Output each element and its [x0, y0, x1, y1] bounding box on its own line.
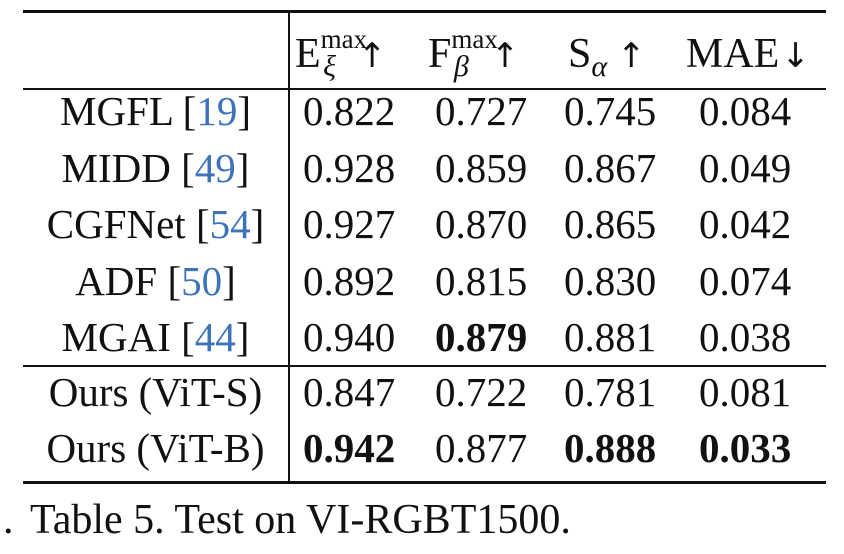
value-cell: 0.859 — [435, 145, 528, 191]
citation-link[interactable]: 44 — [194, 314, 236, 360]
value-cell: 0.940 — [303, 314, 396, 360]
method-cell: Ours (ViT-S) — [23, 364, 288, 420]
header-base: E — [295, 31, 321, 77]
value-cell: 0.881 — [564, 314, 657, 360]
header-base: F — [428, 31, 452, 77]
value-cell: 0.033 — [699, 425, 792, 471]
header-mae: MAE↓ — [686, 24, 810, 84]
header-f-beta-max: Fmaxβ ↑ — [428, 24, 519, 84]
value-cell: 0.888 — [564, 425, 657, 471]
value-cell: 0.038 — [699, 314, 792, 360]
table-top-rule — [23, 10, 826, 13]
value-cell: 0.049 — [699, 145, 792, 191]
table-bottom-rule — [23, 481, 826, 484]
citation-link[interactable]: 50 — [181, 258, 223, 304]
header-e-xi-max: Emaxξ ↑ — [295, 24, 387, 84]
value-cell: 0.815 — [435, 258, 528, 304]
header-base: MAE — [686, 31, 780, 77]
method-cell: Ours (ViT-B) — [23, 420, 288, 476]
table-row: ADF [50] 0.892 0.815 0.830 0.074 — [23, 253, 826, 309]
citation-link[interactable]: 49 — [194, 145, 236, 191]
value-cell: 0.084 — [699, 88, 792, 134]
method-name: CGFNet — [46, 201, 186, 247]
value-cell: 0.745 — [564, 88, 657, 134]
value-cell: 0.942 — [303, 425, 396, 471]
method-name: MIDD — [61, 145, 171, 191]
value-cell: 0.892 — [303, 258, 396, 304]
header-arrow: ↑ — [358, 36, 387, 76]
method-cell: CGFNet [54] — [46, 201, 265, 247]
value-cell: 0.042 — [699, 201, 792, 247]
table-vertical-rule — [288, 13, 290, 481]
header-sub: β — [453, 50, 469, 83]
value-cell: 0.928 — [303, 145, 396, 191]
value-cell: 0.081 — [699, 369, 792, 415]
value-cell: 0.781 — [564, 369, 657, 415]
header-arrow: ↑ — [617, 36, 646, 76]
header-sub: ξ — [323, 50, 337, 83]
method-cell: MGFL [19] — [60, 88, 251, 134]
header-arrow: ↑ — [490, 36, 520, 76]
table-row: Ours (ViT-S) 0.847 0.722 0.781 0.081 — [23, 364, 826, 420]
citation-link[interactable]: 54 — [209, 201, 251, 247]
method-cell: ADF [50] — [75, 258, 236, 304]
method-cell: MIDD [49] — [61, 145, 250, 191]
table-row: MIDD [49] 0.928 0.859 0.867 0.049 — [23, 140, 826, 196]
header-arrow: ↓ — [781, 36, 810, 76]
method-name: MGFL — [60, 88, 173, 134]
caption-bullet: . — [3, 497, 14, 543]
value-cell: 0.865 — [564, 201, 657, 247]
table-row: Ours (ViT-B) 0.942 0.877 0.888 0.033 — [23, 420, 826, 476]
value-cell: 0.879 — [435, 314, 528, 360]
table-group-rule — [23, 365, 826, 367]
header-sub: α — [591, 50, 608, 83]
value-cell: 0.847 — [303, 369, 396, 415]
header-base: S — [568, 31, 592, 77]
value-cell: 0.830 — [564, 258, 657, 304]
method-name: Ours (ViT-S) — [48, 369, 263, 415]
caption-text: Table 5. Test on VI-RGBT1500. — [30, 497, 571, 543]
method-name: ADF — [75, 258, 158, 304]
citation-link[interactable]: 19 — [196, 88, 238, 134]
header-sup: max — [451, 24, 498, 54]
header-sup: max — [320, 24, 368, 54]
method-name: MGAI — [61, 314, 171, 360]
value-cell: 0.877 — [435, 425, 528, 471]
value-cell: 0.867 — [564, 145, 657, 191]
method-cell: MGAI [44] — [61, 314, 250, 360]
value-cell: 0.727 — [435, 88, 528, 134]
table-row: MGFL [19] 0.822 0.727 0.745 0.084 — [23, 83, 826, 139]
value-cell: 0.074 — [699, 258, 792, 304]
table-row: MGAI [44] 0.940 0.879 0.881 0.038 — [23, 309, 826, 365]
table-row: CGFNet [54] 0.927 0.870 0.865 0.042 — [23, 196, 826, 252]
value-cell: 0.927 — [303, 201, 396, 247]
value-cell: 0.722 — [435, 369, 528, 415]
table-header-rule — [23, 88, 826, 90]
method-name: Ours (ViT-B) — [46, 425, 265, 471]
header-s-alpha: Sα ↑ — [568, 24, 646, 84]
value-cell: 0.822 — [303, 88, 396, 134]
value-cell: 0.870 — [435, 201, 528, 247]
